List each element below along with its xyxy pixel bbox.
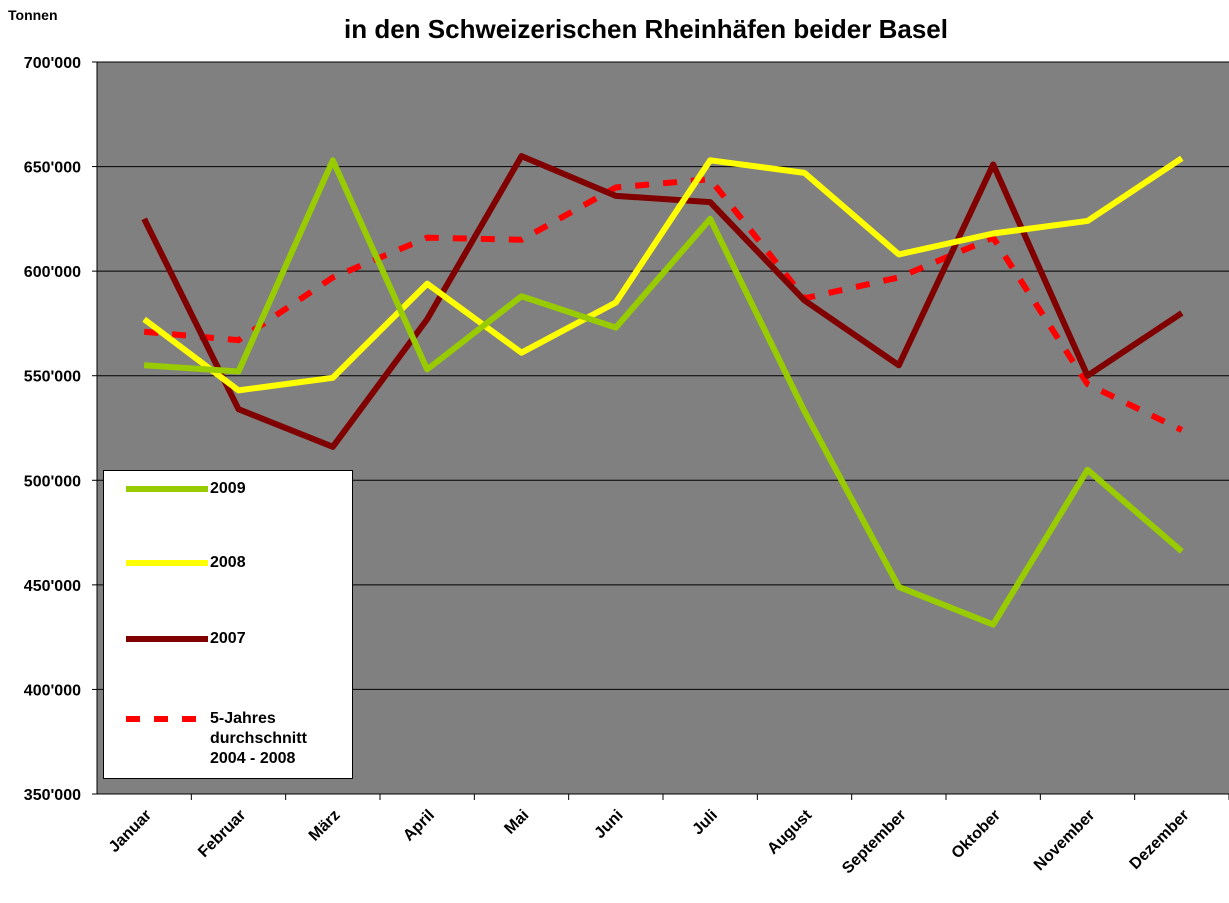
legend-item: 2007 bbox=[124, 629, 344, 649]
series-line bbox=[143, 157, 1184, 628]
x-tick-label: Januar bbox=[106, 807, 155, 856]
y-tick-label: 350'000 bbox=[24, 787, 81, 804]
x-tick-label: Dezember bbox=[1127, 807, 1193, 873]
chart-title: in den Schweizerischen Rheinhäfen beider… bbox=[344, 14, 948, 44]
series-line bbox=[143, 175, 1184, 433]
x-tick-label: September bbox=[839, 807, 910, 878]
x-tick-label: August bbox=[764, 806, 815, 857]
legend-swatch bbox=[126, 636, 208, 642]
series-line bbox=[142, 155, 1184, 394]
x-tick-label: Februar bbox=[195, 807, 249, 861]
x-tick-label: Juni bbox=[591, 807, 626, 842]
legend-swatch bbox=[126, 716, 208, 722]
legend-label: 2009 bbox=[210, 480, 246, 497]
x-tick-label: Mai bbox=[501, 807, 532, 838]
legend-swatch bbox=[126, 486, 208, 492]
series-line bbox=[141, 153, 1184, 450]
y-tick-label: 400'000 bbox=[24, 682, 81, 699]
y-tick-label: 600'000 bbox=[24, 264, 81, 281]
legend: 2009 2008 2007 5-Jahres durchschnitt 2004 -… bbox=[103, 470, 353, 779]
legend-label: 2007 bbox=[210, 630, 246, 647]
x-tick-label: Juli bbox=[689, 807, 721, 839]
legend-item: 2008 bbox=[124, 553, 344, 573]
y-tick-label: 650'000 bbox=[24, 160, 81, 177]
legend-item: 2009 bbox=[124, 479, 344, 499]
x-tick-label: November bbox=[1031, 807, 1098, 874]
legend-label: 2008 bbox=[210, 554, 246, 571]
legend-swatch bbox=[126, 560, 208, 566]
legend-label: 5-Jahres durchschnitt 2004 - 2008 bbox=[210, 710, 307, 767]
y-axis-title: Tonnen bbox=[8, 7, 58, 23]
y-tick-label: 500'000 bbox=[24, 473, 81, 490]
y-tick-label: 550'000 bbox=[24, 369, 81, 386]
legend-item: 5-Jahres durchschnitt 2004 - 2008 bbox=[124, 709, 344, 769]
y-tick-label: 450'000 bbox=[24, 578, 81, 595]
x-tick-label: Oktober bbox=[949, 807, 1004, 862]
x-tick-label: April bbox=[400, 807, 438, 845]
y-tick-label: 700'000 bbox=[24, 55, 81, 72]
x-tick-label: März bbox=[306, 807, 344, 845]
